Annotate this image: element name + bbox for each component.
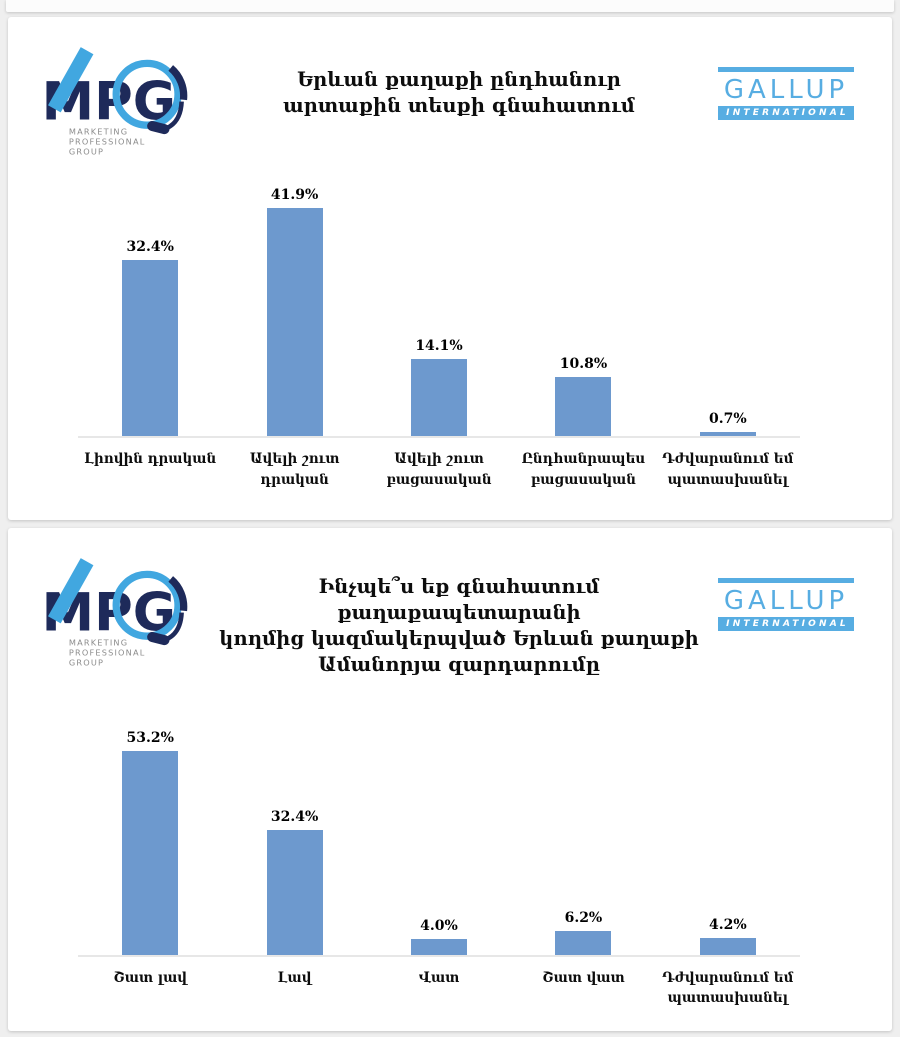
mpg-ring-icon	[112, 59, 182, 129]
bar	[266, 207, 323, 436]
mpg-logo-graphic: MPG MARKETING PROFESSIONAL GROUP	[42, 558, 188, 667]
survey-slide-new-year-decoration: MPG MARKETING PROFESSIONAL GROUP Ինչպե՞ս…	[8, 528, 892, 1031]
mpg-tagline-line3: GROUP	[69, 146, 104, 156]
title-area: Երևան քաղաքի ընդհանուր արտաքին տեսքի գնա…	[208, 17, 710, 159]
mpg-check-icon	[48, 558, 94, 624]
mpg-logo-graphic: MPG MARKETING PROFESSIONAL GROUP	[42, 47, 188, 156]
slide-header: MPG MARKETING PROFESSIONAL GROUP Երևան ք…	[8, 17, 892, 159]
gallup-wordmark: GALLUP	[723, 586, 849, 616]
mpg-headset-arc-icon	[168, 576, 188, 612]
title-area: Ինչպե՞ս եք գնահատում քաղաքապետարանի կողմ…	[208, 528, 710, 679]
mpg-tagline-line2: PROFESSIONAL	[69, 647, 146, 657]
mpg-tagline-line3: GROUP	[69, 657, 104, 667]
gallup-subtitle: INTERNATIONAL	[718, 617, 854, 632]
category-label: Ավելի շուտ բացասական	[386, 451, 492, 488]
bar-column: 6.2%	[511, 725, 655, 955]
bar-value-label: 41.9%	[270, 186, 319, 203]
mpg-logo-area: MPG MARKETING PROFESSIONAL GROUP	[8, 17, 208, 159]
category-label: Լիովին դրական	[84, 451, 217, 467]
category-label: Շատ լավ	[113, 969, 188, 986]
bar-column: 41.9%	[222, 187, 366, 436]
bar-column: 4.0%	[367, 725, 511, 955]
bar-value-label: 4.2%	[708, 917, 747, 934]
mpg-tagline-line1: MARKETING	[69, 637, 128, 647]
bar-column: 10.8%	[511, 191, 655, 436]
mpg-ring-icon	[112, 570, 182, 640]
bar-value-label: 10.8%	[559, 356, 608, 373]
survey-slide-appearance: MPG MARKETING PROFESSIONAL GROUP Երևան ք…	[8, 17, 892, 520]
mpg-logo-area: MPG MARKETING PROFESSIONAL GROUP	[8, 528, 208, 679]
chart-title: Ինչպե՞ս եք գնահատում քաղաքապետարանի կողմ…	[219, 575, 699, 677]
plot-area: 32.4% 41.9% 14.1% 10.8% 0.7%	[78, 187, 800, 438]
mpg-mic-boom-icon	[166, 101, 184, 130]
gallup-logo-area: GALLUP INTERNATIONAL	[710, 17, 892, 159]
bar-column: 0.7%	[656, 191, 800, 436]
gallup-logo: GALLUP INTERNATIONAL	[718, 578, 854, 679]
bar-value-label: 53.2%	[126, 729, 174, 746]
bar	[699, 938, 756, 955]
slide-header: MPG MARKETING PROFESSIONAL GROUP Ինչպե՞ս…	[8, 528, 892, 679]
bar	[122, 259, 179, 436]
bar-value-label: 14.1%	[415, 338, 463, 355]
bar-value-label: 32.4%	[126, 238, 174, 255]
bar-chart: 32.4% 41.9% 14.1% 10.8% 0.7% Լիովին դրական Ավ…	[78, 187, 800, 491]
bar	[555, 930, 612, 955]
bar-chart: 53.2% 32.4% 4.0% 6.2% 4.2% Շատ լավ Լավ Վատ Շատ …	[78, 725, 800, 1010]
category-label: Ավելի շուտ դրական	[249, 451, 340, 488]
bar	[555, 377, 612, 436]
bar-value-label: 0.7%	[708, 411, 747, 428]
bar-column: 4.2%	[656, 725, 800, 955]
bar	[411, 359, 468, 436]
gallup-top-bar	[718, 67, 854, 72]
mpg-mic-icon	[147, 121, 170, 135]
previous-card-edge	[6, 0, 894, 12]
bar-column: 14.1%	[367, 191, 511, 436]
category-label: Շատ վատ	[542, 969, 625, 986]
bar	[266, 830, 323, 955]
category-axis: Շատ լավ Լավ Վատ Շատ վատ Դժվարանում եմ պատասխ…	[78, 968, 800, 1010]
mpg-headset-arc-icon	[168, 65, 188, 101]
bar-column: 32.4%	[222, 725, 366, 955]
bar-value-label: 6.2%	[564, 909, 603, 926]
bar-value-label: 4.0%	[420, 918, 458, 935]
bar-column: 53.2%	[78, 725, 222, 955]
category-axis: Լիովին դրական Ավելի շուտ դրական Ավելի շուտ…	[78, 449, 800, 491]
gallup-subtitle: INTERNATIONAL	[718, 106, 854, 121]
chart-title: Երևան քաղաքի ընդհանուր արտաքին տեսքի գնա…	[283, 68, 635, 118]
gallup-top-bar	[718, 578, 854, 583]
mpg-tagline-line1: MARKETING	[69, 126, 128, 136]
mpg-check-icon	[48, 47, 94, 113]
mpg-tagline-line2: PROFESSIONAL	[69, 136, 146, 146]
gallup-logo-area: GALLUP INTERNATIONAL	[710, 528, 892, 679]
mpg-logo: MPG MARKETING PROFESSIONAL GROUP	[38, 556, 208, 670]
mpg-mic-icon	[147, 632, 170, 646]
category-label: Վատ	[418, 969, 460, 986]
gallup-logo: GALLUP INTERNATIONAL	[718, 67, 854, 159]
category-label: Ընդհանրապես բացասական	[521, 451, 646, 488]
mpg-mic-boom-icon	[166, 612, 184, 641]
bar	[411, 939, 468, 955]
bar	[122, 750, 179, 955]
bar-value-label: 32.4%	[270, 809, 319, 826]
mpg-logo: MPG MARKETING PROFESSIONAL GROUP	[38, 45, 208, 159]
category-label: Դժվարանում եմ պատասխանել	[662, 969, 794, 1007]
bar-column: 32.4%	[78, 191, 222, 436]
bar	[699, 432, 756, 436]
category-label: Դժվարանում եմ պատասխանել	[662, 451, 794, 488]
gallup-wordmark: GALLUP	[723, 75, 849, 105]
plot-area: 53.2% 32.4% 4.0% 6.2% 4.2%	[78, 725, 800, 957]
category-label: Լավ	[277, 969, 312, 986]
